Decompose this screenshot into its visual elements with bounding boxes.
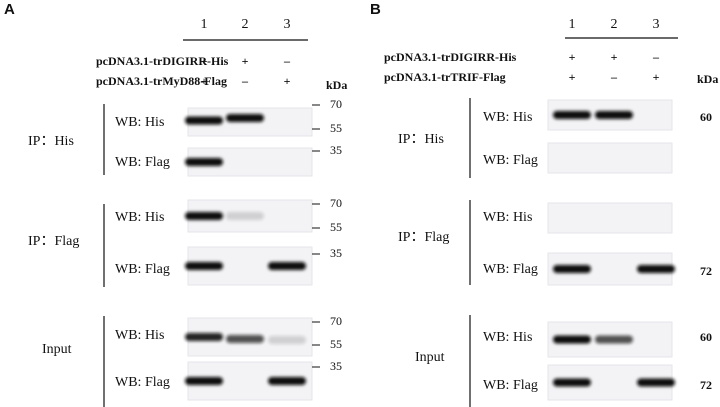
band: [226, 212, 264, 220]
marker-label: 35: [330, 143, 342, 157]
group-label: Input: [42, 342, 72, 357]
lane-number: 1: [201, 17, 208, 32]
construct-sign: +: [201, 74, 208, 88]
blot-label: WB: Flag: [483, 378, 538, 393]
lane-number: 2: [242, 17, 249, 32]
group-label: IP：Flag: [398, 230, 449, 245]
band: [595, 111, 633, 119]
construct-name: pcDNA3.1-trDIGIRR-His: [384, 50, 517, 64]
lane-number: 1: [569, 17, 576, 32]
marker-label: 60: [700, 330, 712, 344]
blot-label: WB: Flag: [483, 262, 538, 277]
kda-label: kDa: [697, 72, 718, 86]
blot: [187, 147, 313, 177]
construct-name: pcDNA3.1-trTRIF-Flag: [384, 70, 506, 84]
band: [185, 212, 223, 220]
band: [553, 335, 591, 344]
marker-label: 55: [330, 337, 342, 351]
construct-name: pcDNA3.1-trDIGIRR-His: [96, 54, 229, 68]
blot-label: WB: His: [483, 330, 532, 345]
lane-number: 2: [611, 17, 618, 32]
construct-sign: +: [569, 50, 576, 64]
band: [185, 333, 223, 341]
band: [185, 262, 223, 270]
blot-label: WB: His: [115, 328, 164, 343]
blot-label: WB: His: [115, 210, 164, 225]
band: [553, 111, 591, 119]
band: [553, 265, 591, 273]
blot-label: WB: Flag: [115, 262, 170, 277]
panel-letter: A: [4, 1, 15, 18]
construct-sign: –: [283, 54, 291, 68]
band: [637, 378, 675, 387]
blot-label: WB: His: [483, 110, 532, 125]
group-label: IP：His: [28, 134, 74, 149]
band: [185, 158, 223, 166]
construct-sign: –: [652, 50, 660, 64]
construct-sign: +: [611, 50, 618, 64]
marker-label: 55: [330, 220, 342, 234]
kda-label: kDa: [326, 78, 347, 92]
marker-label: 55: [330, 121, 342, 135]
marker-label: 72: [700, 264, 712, 278]
group-label: Input: [415, 350, 445, 365]
marker-label: 60: [700, 110, 712, 124]
construct-sign: +: [242, 54, 249, 68]
band: [226, 114, 264, 122]
blot: [547, 202, 673, 234]
construct-sign: +: [201, 54, 208, 68]
lane-number: 3: [284, 17, 291, 32]
blot: [547, 142, 673, 174]
marker-label: 70: [330, 97, 342, 111]
blot-label: WB: His: [483, 210, 532, 225]
band: [595, 335, 633, 344]
band: [553, 378, 591, 387]
marker-label: 70: [330, 314, 342, 328]
blot-label: WB: His: [115, 115, 164, 130]
group-label: IP：His: [398, 132, 444, 147]
blot-label: WB: Flag: [483, 153, 538, 168]
band: [185, 377, 223, 385]
group-label: IP：Flag: [28, 234, 79, 249]
band: [185, 116, 223, 125]
construct-sign: +: [653, 70, 660, 84]
marker-label: 35: [330, 359, 342, 373]
band: [268, 377, 306, 385]
band: [268, 262, 306, 270]
blot-label: WB: Flag: [115, 155, 170, 170]
construct-sign: +: [284, 74, 291, 88]
band: [226, 335, 264, 343]
blot-label: WB: Flag: [115, 375, 170, 390]
marker-label: 35: [330, 246, 342, 260]
construct-sign: +: [569, 70, 576, 84]
band: [637, 265, 675, 273]
construct-name: pcDNA3.1-trMyD88-Flag: [96, 74, 227, 88]
marker-label: 72: [700, 378, 712, 392]
construct-sign: –: [610, 70, 618, 84]
panel-letter: B: [370, 1, 381, 18]
lane-number: 3: [653, 17, 660, 32]
band: [268, 336, 306, 344]
marker-label: 70: [330, 196, 342, 210]
construct-sign: –: [241, 74, 249, 88]
